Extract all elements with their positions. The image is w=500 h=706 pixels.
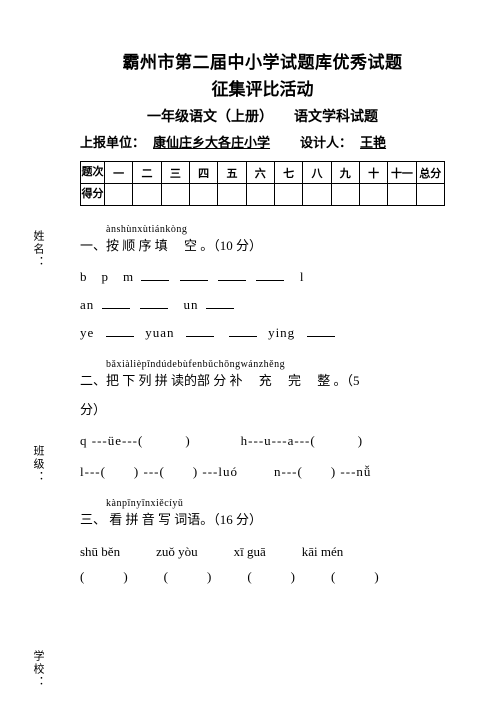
blank [102, 297, 130, 309]
row2-head: 得分 [81, 184, 105, 206]
score-table: 题次 一 二 三 四 五 六 七 八 九 十 十一 总分 得分 [80, 161, 445, 206]
q1-line1: b p m l [80, 266, 445, 285]
cell [246, 184, 274, 206]
table-row: 题次 一 二 三 四 五 六 七 八 九 十 十一 总分 [81, 162, 445, 184]
q2-line1: q ---üe---( ) h---u---a---( ) [80, 430, 445, 449]
cell [105, 184, 133, 206]
q3-br: ( ) [80, 566, 128, 585]
col: 八 [303, 162, 331, 184]
table-row: 得分 [81, 184, 445, 206]
designer-label: 设计人： [300, 132, 352, 151]
title-line1: 霸州市第二届中小学试题库优秀试题 [80, 48, 445, 73]
q2-l2b: n---( ) ---nǚ [274, 461, 371, 480]
q3-br: ( ) [331, 566, 379, 585]
q1-line3: ye yuan ying [80, 325, 445, 341]
cell [189, 184, 217, 206]
cell [416, 184, 444, 206]
col: 四 [189, 162, 217, 184]
blank [206, 297, 234, 309]
designer-value: 王艳 [360, 132, 386, 151]
subtitle: 一年级语文（上册） 语文学科试题 [80, 106, 445, 126]
col: 总分 [416, 162, 444, 184]
q2-l2a: l---( ) ---( ) ---luó [80, 461, 238, 480]
blank [141, 269, 169, 281]
q1-l2a: an [80, 297, 94, 312]
q1-line2: an un [80, 297, 445, 313]
q2-l1a: q ---üe---( ) [80, 430, 191, 449]
blank [140, 297, 168, 309]
q3-p3: xī guā [234, 544, 266, 560]
blank [106, 325, 134, 337]
col: 十 [359, 162, 387, 184]
q1-ruby: ànshùnxùtiánkòng [106, 224, 445, 235]
report-value: 康仙庄乡大各庄小学 [153, 132, 270, 151]
cell [303, 184, 331, 206]
cell [133, 184, 161, 206]
q3: kànpīnyīnxiěcíyǔ 三、 看 拼 音 写 词语。（16 分） sh… [80, 498, 445, 585]
page: 霸州市第二届中小学试题库优秀试题 征集评比活动 一年级语文（上册） 语文学科试题… [0, 0, 500, 605]
q1: ànshùnxùtiánkòng 一、按 顺 序 填 空 。（10 分） b p… [80, 224, 445, 341]
q1-l2b: un [184, 297, 199, 312]
blank [180, 269, 208, 281]
col: 七 [274, 162, 302, 184]
q2-text-tail: 分） [80, 399, 445, 418]
q1-l3a: ye [80, 325, 94, 340]
cell [359, 184, 387, 206]
blank [256, 269, 284, 281]
q3-p1: shū běn [80, 544, 120, 560]
cell [161, 184, 189, 206]
q3-p4: kāi mén [302, 544, 344, 560]
q2: bǎxiàlièpīndúdebùfenbǔchōngwánzhěng 二、把 … [80, 359, 445, 480]
q3-ruby: kànpīnyīnxiěcíyǔ [106, 498, 445, 509]
col: 二 [133, 162, 161, 184]
title-line2: 征集评比活动 [80, 75, 445, 100]
q2-ruby: bǎxiàlièpīndúdebùfenbǔchōngwánzhěng [106, 359, 445, 370]
col: 一 [105, 162, 133, 184]
col: 九 [331, 162, 359, 184]
cell [218, 184, 246, 206]
col: 三 [161, 162, 189, 184]
q1-l1-prefix: b p m [80, 269, 134, 284]
q3-p2: zuǒ yòu [156, 544, 198, 560]
blank [229, 325, 257, 337]
blank [307, 325, 335, 337]
q3-text: 三、 看 拼 音 写 词语。（16 分） [80, 509, 445, 528]
q2-text: 二、把 下 列 拼 读的部 分 补 充 完 整 。（5 [80, 370, 445, 389]
q2-line2: l---( ) ---( ) ---luó n---( ) ---nǚ [80, 461, 445, 480]
report-label: 上报单位： [80, 132, 145, 151]
col: 十一 [388, 162, 416, 184]
meta-row: 上报单位： 康仙庄乡大各庄小学 设计人： 王艳 [80, 132, 445, 151]
blank [186, 325, 214, 337]
q3-bracket-row: ( ) ( ) ( ) ( ) [80, 566, 445, 585]
q1-l3c: ying [268, 325, 295, 340]
q3-br: ( ) [247, 566, 295, 585]
q1-text: 一、按 顺 序 填 空 。（10 分） [80, 235, 445, 254]
label-school: 学校： [30, 650, 46, 689]
col: 五 [218, 162, 246, 184]
col: 六 [246, 162, 274, 184]
q1-l1-tail: l [300, 269, 305, 284]
row1-head: 题次 [81, 162, 105, 184]
cell [331, 184, 359, 206]
cell [388, 184, 416, 206]
q3-br: ( ) [164, 566, 212, 585]
q3-pinyin-row: shū běn zuǒ yòu xī guā kāi mén [80, 544, 445, 560]
q2-l1b: h---u---a---( ) [241, 430, 363, 449]
blank [218, 269, 246, 281]
cell [274, 184, 302, 206]
q1-l3b: yuan [145, 325, 174, 340]
